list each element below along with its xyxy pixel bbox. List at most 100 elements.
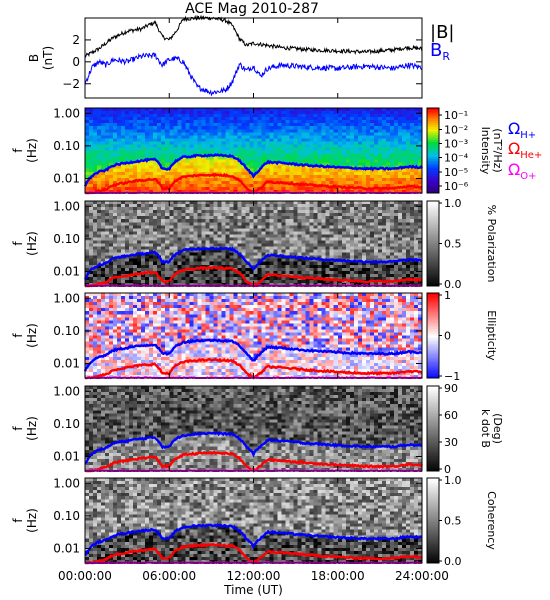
spectrogram-cell	[289, 174, 295, 179]
spectrogram-cell	[261, 165, 266, 170]
spectrogram-cell	[105, 207, 110, 211]
spectrogram-cell	[305, 240, 311, 244]
spectrogram-cell	[177, 180, 182, 185]
spectrogram-cell	[413, 147, 419, 151]
spectrogram-cell	[113, 258, 118, 263]
spectrogram-cell	[397, 273, 403, 278]
spectrogram-cell	[213, 174, 218, 179]
spectrogram-cell	[145, 279, 150, 284]
spectrogram-cell	[89, 108, 94, 112]
panel-polarization: 1.000.100.01f (Hz)1.00.50.0% Polarization	[11, 197, 498, 291]
spectrogram-cell	[357, 156, 363, 161]
spectrogram-cell	[157, 186, 162, 191]
spectrogram-cell	[113, 159, 118, 164]
spectrogram-cell	[377, 168, 383, 173]
spectrogram-cell	[393, 276, 399, 281]
spectrogram-cell	[173, 243, 178, 247]
spectrogram-cell	[397, 147, 403, 151]
spectrogram-cell	[133, 111, 138, 115]
spectrogram-cell	[381, 276, 387, 281]
spectrogram-cell	[233, 231, 238, 235]
spectrogram-cell	[401, 138, 407, 142]
spectrogram-cell	[161, 108, 166, 112]
spectrogram-cell	[297, 117, 303, 121]
spectrogram-cell	[273, 111, 278, 115]
spectrogram-cell	[249, 222, 254, 226]
spectrogram-cell	[181, 276, 186, 281]
spectrogram-cell	[305, 144, 311, 148]
spectrogram-cell	[381, 204, 387, 208]
spectrogram-cell	[353, 216, 359, 220]
spectrogram-cell	[105, 180, 110, 185]
spectrogram-cell	[153, 159, 158, 164]
spectrogram-cell	[177, 216, 182, 220]
spectrogram-cell	[405, 264, 411, 269]
spectrogram-cell	[297, 132, 303, 136]
spectrogram-cell	[393, 129, 399, 133]
spectrogram-cell	[269, 249, 274, 254]
spectrogram-cell	[285, 159, 291, 164]
spectrogram-cell	[137, 258, 142, 263]
spectrogram-cell	[369, 222, 375, 226]
spectrogram-cell	[257, 219, 262, 223]
spectrogram-cell	[405, 147, 411, 151]
spectrogram-cell	[305, 219, 311, 223]
spectrogram-cell	[241, 204, 246, 208]
spectrogram-cell	[373, 174, 379, 179]
spectrogram-cell	[373, 135, 379, 139]
spectrogram-cell	[89, 314, 94, 318]
spectrogram-cell	[209, 222, 214, 226]
spectrogram-cell	[233, 228, 238, 232]
spectrogram-cell	[209, 138, 214, 142]
spectrogram-cell	[165, 273, 170, 278]
spectrogram-cell	[181, 141, 186, 145]
spectrogram-cell	[225, 177, 230, 182]
spectrogram-cell	[249, 213, 254, 217]
spectrogram-cell	[185, 168, 190, 173]
spectrogram-cell	[325, 204, 331, 208]
spectrogram-cell	[265, 207, 270, 211]
spectrogram-cell	[321, 162, 327, 167]
spectrogram-cell	[181, 258, 186, 263]
spectrogram-cell	[197, 225, 202, 229]
spectrogram-cell	[85, 219, 90, 223]
spectrogram-cell	[261, 153, 266, 157]
spectrogram-cell	[97, 273, 102, 278]
spectrogram-cell	[149, 282, 154, 287]
spectrogram-cell	[89, 293, 94, 297]
spectrogram-cell	[301, 264, 307, 269]
spectrogram-cell	[261, 117, 266, 121]
spectrogram-cell	[309, 120, 315, 124]
spectrogram-cell	[129, 234, 134, 238]
spectrogram-cell	[285, 174, 291, 179]
spectrogram-cell	[97, 141, 102, 145]
spectrogram-cell	[397, 153, 403, 157]
spectrogram-cell	[237, 282, 242, 287]
spectrogram-cell	[361, 237, 367, 241]
spectrogram-cell	[381, 162, 387, 167]
spectrogram-cell	[149, 135, 154, 139]
spectrogram-cell	[173, 273, 178, 278]
spectrogram-cell	[249, 261, 254, 266]
spectrogram-cell	[181, 273, 186, 278]
spectrogram-cell	[401, 180, 407, 185]
spectrogram-cell	[369, 264, 375, 269]
spectrogram-cell	[321, 174, 327, 179]
spectrogram-cell	[105, 117, 110, 121]
spectrogram-cell	[249, 207, 254, 211]
spectrogram-cell	[201, 249, 206, 254]
spectrogram-cell	[281, 126, 286, 130]
spectrogram-cell	[253, 207, 258, 211]
spectrogram-cell	[185, 216, 190, 220]
spectrogram-cell	[117, 156, 122, 161]
spectrogram-cell	[121, 279, 126, 284]
spectrogram-cell	[89, 201, 94, 205]
spectrogram-cell	[109, 201, 114, 205]
spectrogram-cell	[349, 267, 355, 272]
spectrogram-cell	[97, 338, 102, 342]
spectrogram-cell	[317, 126, 323, 130]
spectrogram-cell	[409, 219, 415, 223]
spectrogram-cell	[261, 123, 266, 127]
spectrogram-cell	[209, 123, 214, 127]
spectrogram-cell	[285, 147, 291, 151]
